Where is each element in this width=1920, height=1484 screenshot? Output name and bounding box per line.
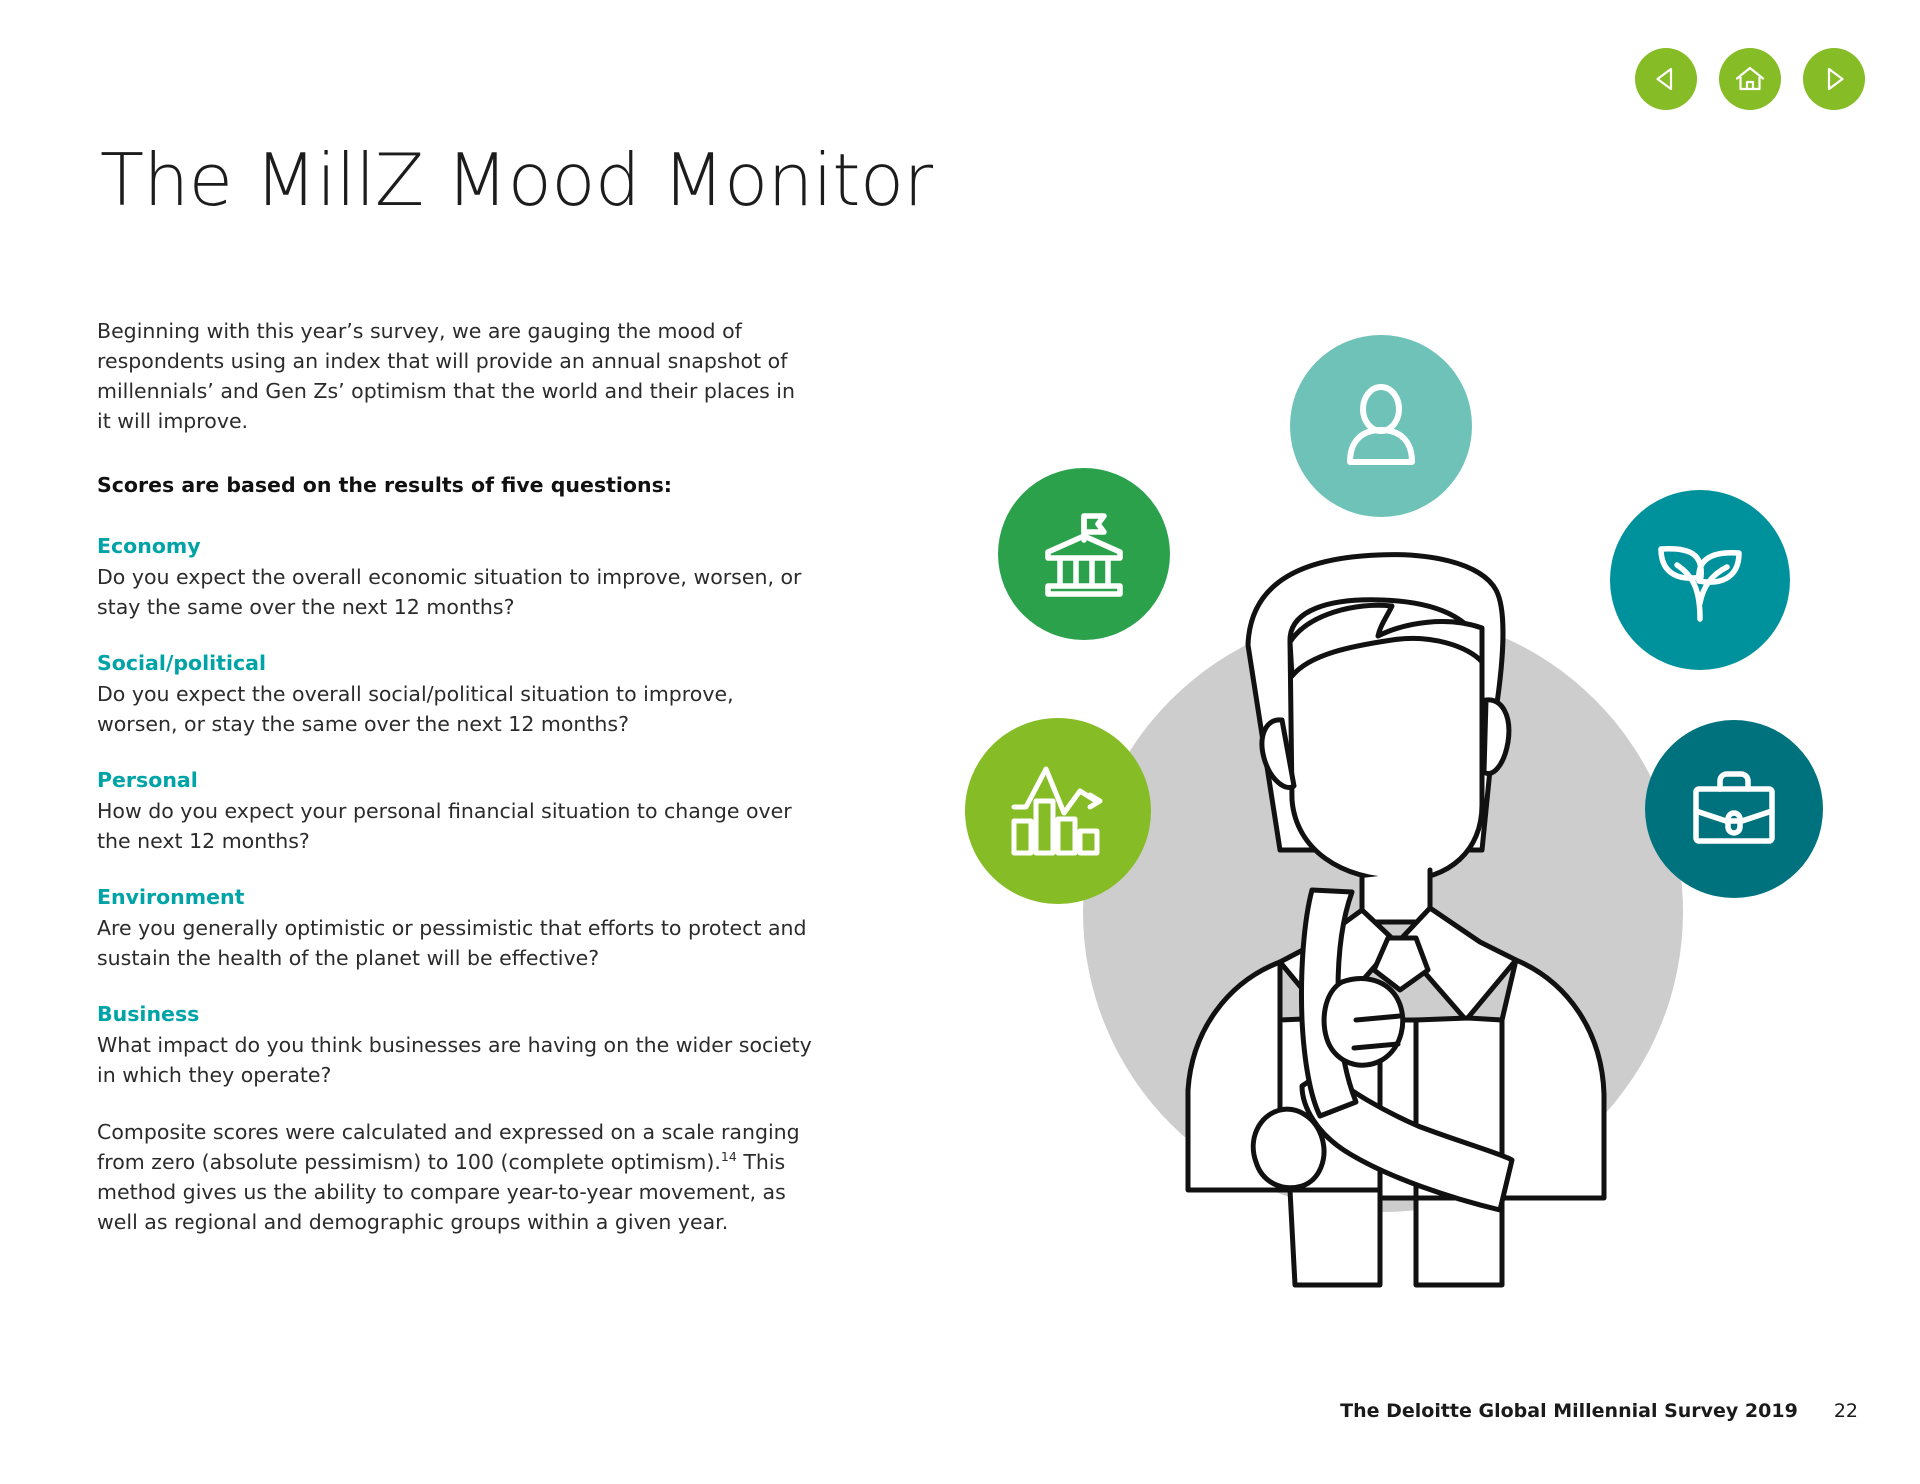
question-text: How do you expect your personal financia…: [97, 799, 792, 853]
icon-circle-environment[interactable]: [1610, 490, 1790, 670]
question-title: Business: [97, 1002, 200, 1026]
home-button[interactable]: [1719, 48, 1781, 110]
question-block-business: Business What impact do you think busine…: [97, 1000, 812, 1090]
question-text: Do you expect the overall economic situa…: [97, 565, 802, 619]
page-navigation: [1635, 48, 1865, 110]
mood-monitor-illustration: [965, 335, 1855, 1325]
closing-paragraph: Composite scores were calculated and exp…: [97, 1117, 812, 1237]
footnote-marker: 14: [720, 1149, 737, 1165]
scores-heading: Scores are based on the results of five …: [97, 473, 673, 497]
question-block-personal: Personal How do you expect your personal…: [97, 766, 812, 856]
footer-title: The Deloitte Global Millennial Survey 20…: [1340, 1400, 1798, 1422]
question-title: Environment: [97, 885, 245, 909]
closing-text-part-1: Composite scores were calculated and exp…: [97, 1120, 800, 1174]
text-column: Beginning with this year’s survey, we ar…: [97, 316, 812, 1263]
icon-circle-personal[interactable]: [1290, 335, 1472, 517]
icon-circle-economy[interactable]: [965, 718, 1151, 904]
question-title: Personal: [97, 768, 198, 792]
plant-icon: [1658, 545, 1742, 622]
bar-chart-icon: [1011, 766, 1103, 856]
question-block-economy: Economy Do you expect the overall econom…: [97, 532, 812, 622]
icon-circle-social-political[interactable]: [998, 468, 1170, 640]
person-icon: [1347, 384, 1415, 465]
question-text: Are you generally optimistic or pessimis…: [97, 916, 807, 970]
thinking-person-illustration: [1185, 552, 1607, 1288]
forward-button[interactable]: [1803, 48, 1865, 110]
footer-page-number: 22: [1833, 1400, 1858, 1422]
page-footer: The Deloitte Global Millennial Survey 20…: [1340, 1400, 1858, 1422]
triangle-right-icon: [1827, 67, 1844, 91]
closing-text-part-2: This method gives us the ability to comp…: [97, 1150, 786, 1234]
question-text: What impact do you think businesses are …: [97, 1033, 812, 1087]
triangle-left-icon: [1656, 67, 1673, 91]
home-icon: [1735, 66, 1765, 91]
question-block-environment: Environment Are you generally optimistic…: [97, 883, 812, 973]
question-text: Do you expect the overall social/politic…: [97, 682, 734, 736]
page-title: The MillZ Mood Monitor: [100, 138, 933, 223]
question-title: Economy: [97, 534, 201, 558]
lead-paragraph: Beginning with this year’s survey, we ar…: [97, 319, 795, 433]
bank-icon: [1045, 513, 1123, 597]
icon-circle-business[interactable]: [1645, 720, 1823, 898]
briefcase-icon: [1693, 771, 1775, 844]
question-title: Social/political: [97, 651, 267, 675]
question-block-social-political: Social/political Do you expect the overa…: [97, 649, 812, 739]
back-button[interactable]: [1635, 48, 1697, 110]
